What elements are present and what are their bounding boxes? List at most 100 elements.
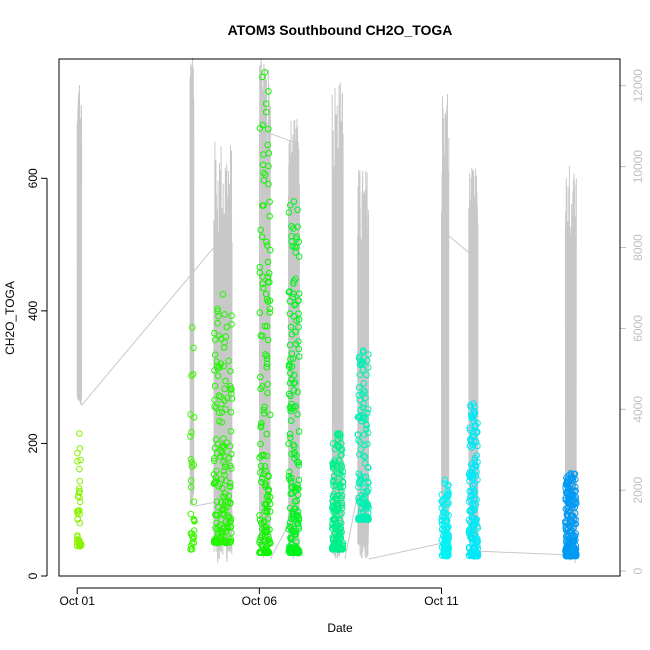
data-point <box>211 351 219 359</box>
data-point <box>329 542 337 550</box>
data-point <box>364 364 372 371</box>
data-point <box>259 475 266 482</box>
data-point <box>290 290 297 298</box>
x-tick-label: Oct 06 <box>242 594 278 608</box>
data-point <box>360 515 368 523</box>
data-point <box>258 419 265 427</box>
data-point <box>470 515 477 523</box>
data-point <box>264 515 272 523</box>
data-point <box>211 479 218 487</box>
data-point <box>257 462 265 470</box>
data-point <box>260 169 267 177</box>
data-point <box>187 477 195 484</box>
data-point <box>211 444 219 452</box>
data-point <box>262 100 270 107</box>
data-point <box>219 493 227 500</box>
data-point <box>572 520 580 528</box>
data-point <box>215 503 222 511</box>
data-point <box>266 500 274 508</box>
data-point <box>472 422 480 429</box>
data-point <box>363 422 371 429</box>
data-point <box>364 488 371 496</box>
data-point <box>294 388 301 396</box>
data-point <box>365 464 372 471</box>
data-point <box>365 504 372 512</box>
data-point <box>572 552 580 560</box>
x-tick-label: Oct 11 <box>424 594 459 608</box>
data-point <box>285 361 293 368</box>
data-point <box>290 225 297 232</box>
data-point <box>228 386 235 393</box>
data-point <box>213 358 221 366</box>
data-point <box>563 474 570 482</box>
data-point <box>256 516 264 524</box>
data-point <box>220 442 227 449</box>
data-point <box>265 269 273 277</box>
data-point <box>363 371 370 379</box>
data-point <box>469 476 477 483</box>
plot-frame <box>58 58 621 577</box>
data-point <box>262 467 269 475</box>
data-point <box>330 493 337 500</box>
data-point <box>565 484 572 491</box>
data-point <box>356 353 363 360</box>
data-point <box>470 486 477 493</box>
data-point <box>263 430 271 438</box>
data-point <box>441 537 449 545</box>
altitude-connector-line <box>269 514 295 560</box>
data-point <box>336 484 344 491</box>
data-point <box>357 446 365 453</box>
altitude-connector-line <box>368 542 444 560</box>
data-point <box>336 532 344 540</box>
data-point <box>363 357 371 365</box>
data-point <box>74 542 81 550</box>
altitude-line-segment <box>76 84 83 406</box>
data-point <box>212 436 220 443</box>
data-point <box>190 344 197 352</box>
y2-tick-label: 2000 <box>631 477 645 504</box>
data-point <box>285 390 293 398</box>
y-tick-label: 0 <box>26 572 40 579</box>
data-point <box>572 483 579 491</box>
data-point <box>472 438 480 446</box>
x-axis-label: Date <box>327 621 353 635</box>
data-point <box>570 536 578 544</box>
data-point <box>443 545 450 553</box>
data-point <box>286 519 294 526</box>
x-tick-label: Oct 01 <box>60 594 96 608</box>
y2-tick-label: 8000 <box>631 234 645 261</box>
altitude-line-segment <box>357 170 370 559</box>
data-point <box>216 539 223 546</box>
data-point <box>227 409 235 416</box>
data-point <box>470 408 478 415</box>
y-axis-label: CH2O_TOGA <box>3 281 17 355</box>
data-point <box>188 429 195 436</box>
data-point <box>210 455 218 462</box>
data-point <box>214 305 221 313</box>
data-point <box>294 549 301 556</box>
data-point <box>228 465 235 472</box>
altitude-connector-line <box>443 230 473 256</box>
data-point <box>222 377 229 385</box>
data-point <box>472 516 480 523</box>
data-point <box>286 298 294 305</box>
data-point <box>187 456 195 463</box>
data-point <box>211 336 219 344</box>
data-point <box>217 532 225 540</box>
data-point <box>294 520 301 528</box>
data-point <box>227 523 234 531</box>
data-point <box>256 309 264 317</box>
data-point <box>355 483 362 491</box>
data-point <box>364 509 372 516</box>
data-point <box>364 500 372 508</box>
data-point <box>294 481 301 489</box>
data-point <box>286 362 294 369</box>
data-point <box>288 400 295 408</box>
data-point <box>266 212 273 220</box>
data-point <box>471 506 478 514</box>
data-point <box>337 466 344 474</box>
data-point <box>74 509 81 517</box>
data-point <box>257 226 265 234</box>
data-point <box>226 500 234 507</box>
data-point <box>361 453 369 461</box>
